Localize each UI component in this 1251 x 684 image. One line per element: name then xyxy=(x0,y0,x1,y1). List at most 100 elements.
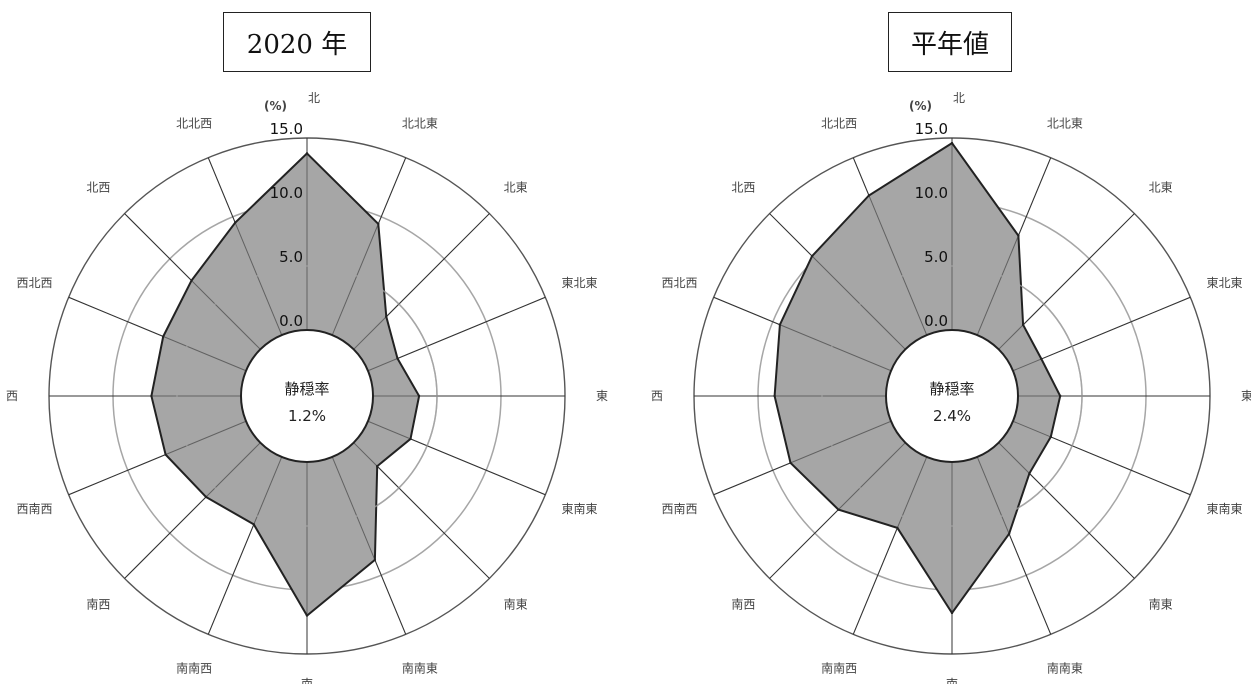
data-point xyxy=(234,221,237,224)
spoke-line-overlay xyxy=(998,213,1135,350)
data-point xyxy=(305,152,309,155)
center-disk xyxy=(240,329,374,463)
spoke-line-overlay xyxy=(68,420,247,496)
data-point xyxy=(190,279,193,282)
spoke-line-overlay xyxy=(852,157,928,336)
direction-label: 北北西 xyxy=(821,116,857,130)
data-point xyxy=(396,357,399,360)
data-point xyxy=(950,611,954,615)
radial-tick-label: 10.0 xyxy=(915,184,948,202)
calm-rate-label: 静穏率 xyxy=(929,380,974,398)
direction-label: 東北東 xyxy=(1207,276,1243,290)
direction-label: 北東 xyxy=(1149,180,1173,194)
data-point xyxy=(1007,532,1011,536)
spoke-line-overlay xyxy=(852,456,928,635)
calm-rate-value: 2.4% xyxy=(933,407,971,425)
spoke-line-overlay xyxy=(207,157,283,336)
direction-label: 東南東 xyxy=(562,501,598,516)
wind-rose-panel-normal: 平年値 静穏率 2.4% 0.0 5.0 10.0 15.0 (%) 北北北東 北東 東北東東東南… xyxy=(620,0,1251,684)
direction-label: 南南西 xyxy=(176,661,212,676)
data-point xyxy=(409,437,412,441)
data-point xyxy=(376,465,379,468)
direction-label: 北北東 xyxy=(402,116,438,130)
radial-tick-label: 10.0 xyxy=(270,184,303,202)
data-point xyxy=(162,335,165,338)
direction-label: 西北西 xyxy=(661,276,697,290)
direction-label: 北西 xyxy=(731,180,755,194)
direction-label: 北東 xyxy=(504,180,528,194)
direction-label: 東 xyxy=(596,389,608,403)
direction-label: 西南西 xyxy=(661,501,697,516)
data-point xyxy=(305,614,309,617)
calm-rate-label: 静穏率 xyxy=(284,380,329,398)
spoke-line-overlay xyxy=(769,442,906,579)
direction-label: 南 xyxy=(301,676,313,684)
spoke-line-overlay xyxy=(331,456,407,635)
chart-title: 2020 年 xyxy=(223,12,371,72)
data-point xyxy=(867,194,871,197)
wind-rose-chart: 静穏率2.4%0.05.010.015.0(%)北北北東北東東北東東東南東南東南… xyxy=(651,91,1251,684)
data-point xyxy=(789,461,792,465)
direction-label: 東南東 xyxy=(1207,501,1243,516)
spoke-line-overlay xyxy=(1012,420,1191,496)
spoke-line-overlay xyxy=(976,456,1052,635)
direction-label: 南 xyxy=(946,676,958,684)
data-point xyxy=(837,508,840,511)
spoke-line-overlay xyxy=(769,213,906,350)
direction-label: 南西 xyxy=(731,597,755,612)
spoke-line-overlay xyxy=(1012,296,1191,372)
radial-tick-label: 15.0 xyxy=(915,120,948,138)
wind-rose-panel-2020: 2020 年 静穏率 1.2% 0.0 5.0 10.0 15.0 (%) 北北北東 北東 東北東… xyxy=(0,0,620,684)
direction-label: 東 xyxy=(1241,389,1251,403)
data-point xyxy=(1021,323,1025,327)
spoke-line-overlay xyxy=(207,456,283,635)
direction-label: 西 xyxy=(651,389,663,403)
grid-ring-overlay xyxy=(176,265,438,527)
spoke-line-overlay xyxy=(713,296,892,372)
direction-label: 東北東 xyxy=(562,276,598,290)
spoke-line-overlay xyxy=(331,157,407,336)
wind-rose-chart: 静穏率1.2%0.05.010.015.0(%)北北北東北東東北東東東南東南東南… xyxy=(6,91,608,684)
radial-tick-label: 0.0 xyxy=(924,312,948,330)
data-point xyxy=(1017,234,1020,237)
spoke-line-overlay xyxy=(998,442,1135,579)
data-point xyxy=(810,254,814,258)
data-point xyxy=(150,394,153,398)
direction-label: 北 xyxy=(953,91,965,105)
spoke-line-overlay xyxy=(367,420,546,496)
spoke-line-overlay xyxy=(124,442,261,579)
data-point xyxy=(385,315,388,318)
data-point xyxy=(377,222,380,226)
data-point xyxy=(1059,394,1062,398)
radial-tick-label: 0.0 xyxy=(279,312,303,330)
direction-label: 南東 xyxy=(1149,597,1173,612)
data-point xyxy=(1028,472,1031,475)
data-point xyxy=(950,141,954,145)
grid-ring-overlay xyxy=(821,265,1083,527)
spoke-line-overlay xyxy=(68,296,247,372)
data-point xyxy=(778,323,782,326)
spoke-line-overlay xyxy=(353,442,490,579)
direction-label: 南南東 xyxy=(1047,661,1083,676)
direction-label: 北北西 xyxy=(176,116,212,130)
spoke-line-overlay xyxy=(124,213,261,350)
direction-label: 南南東 xyxy=(402,661,438,676)
direction-label: 南南西 xyxy=(821,661,857,676)
data-point xyxy=(204,495,208,499)
direction-label: 北西 xyxy=(86,180,110,194)
data-point xyxy=(1040,357,1043,361)
radial-tick-label: 5.0 xyxy=(924,248,948,266)
radial-tick-label: 5.0 xyxy=(279,248,303,266)
direction-label: 南東 xyxy=(504,597,528,612)
direction-label: 北北東 xyxy=(1047,116,1083,130)
spoke-line-overlay xyxy=(713,420,892,496)
unit-label: (%) xyxy=(264,99,287,113)
data-point xyxy=(164,453,167,456)
spoke-line-overlay xyxy=(976,157,1052,336)
unit-label: (%) xyxy=(909,99,932,113)
direction-label: 西南西 xyxy=(16,501,52,516)
direction-label: 南西 xyxy=(86,597,110,612)
direction-label: 西北西 xyxy=(16,276,52,290)
data-point xyxy=(1049,435,1053,439)
data-point xyxy=(773,394,776,398)
